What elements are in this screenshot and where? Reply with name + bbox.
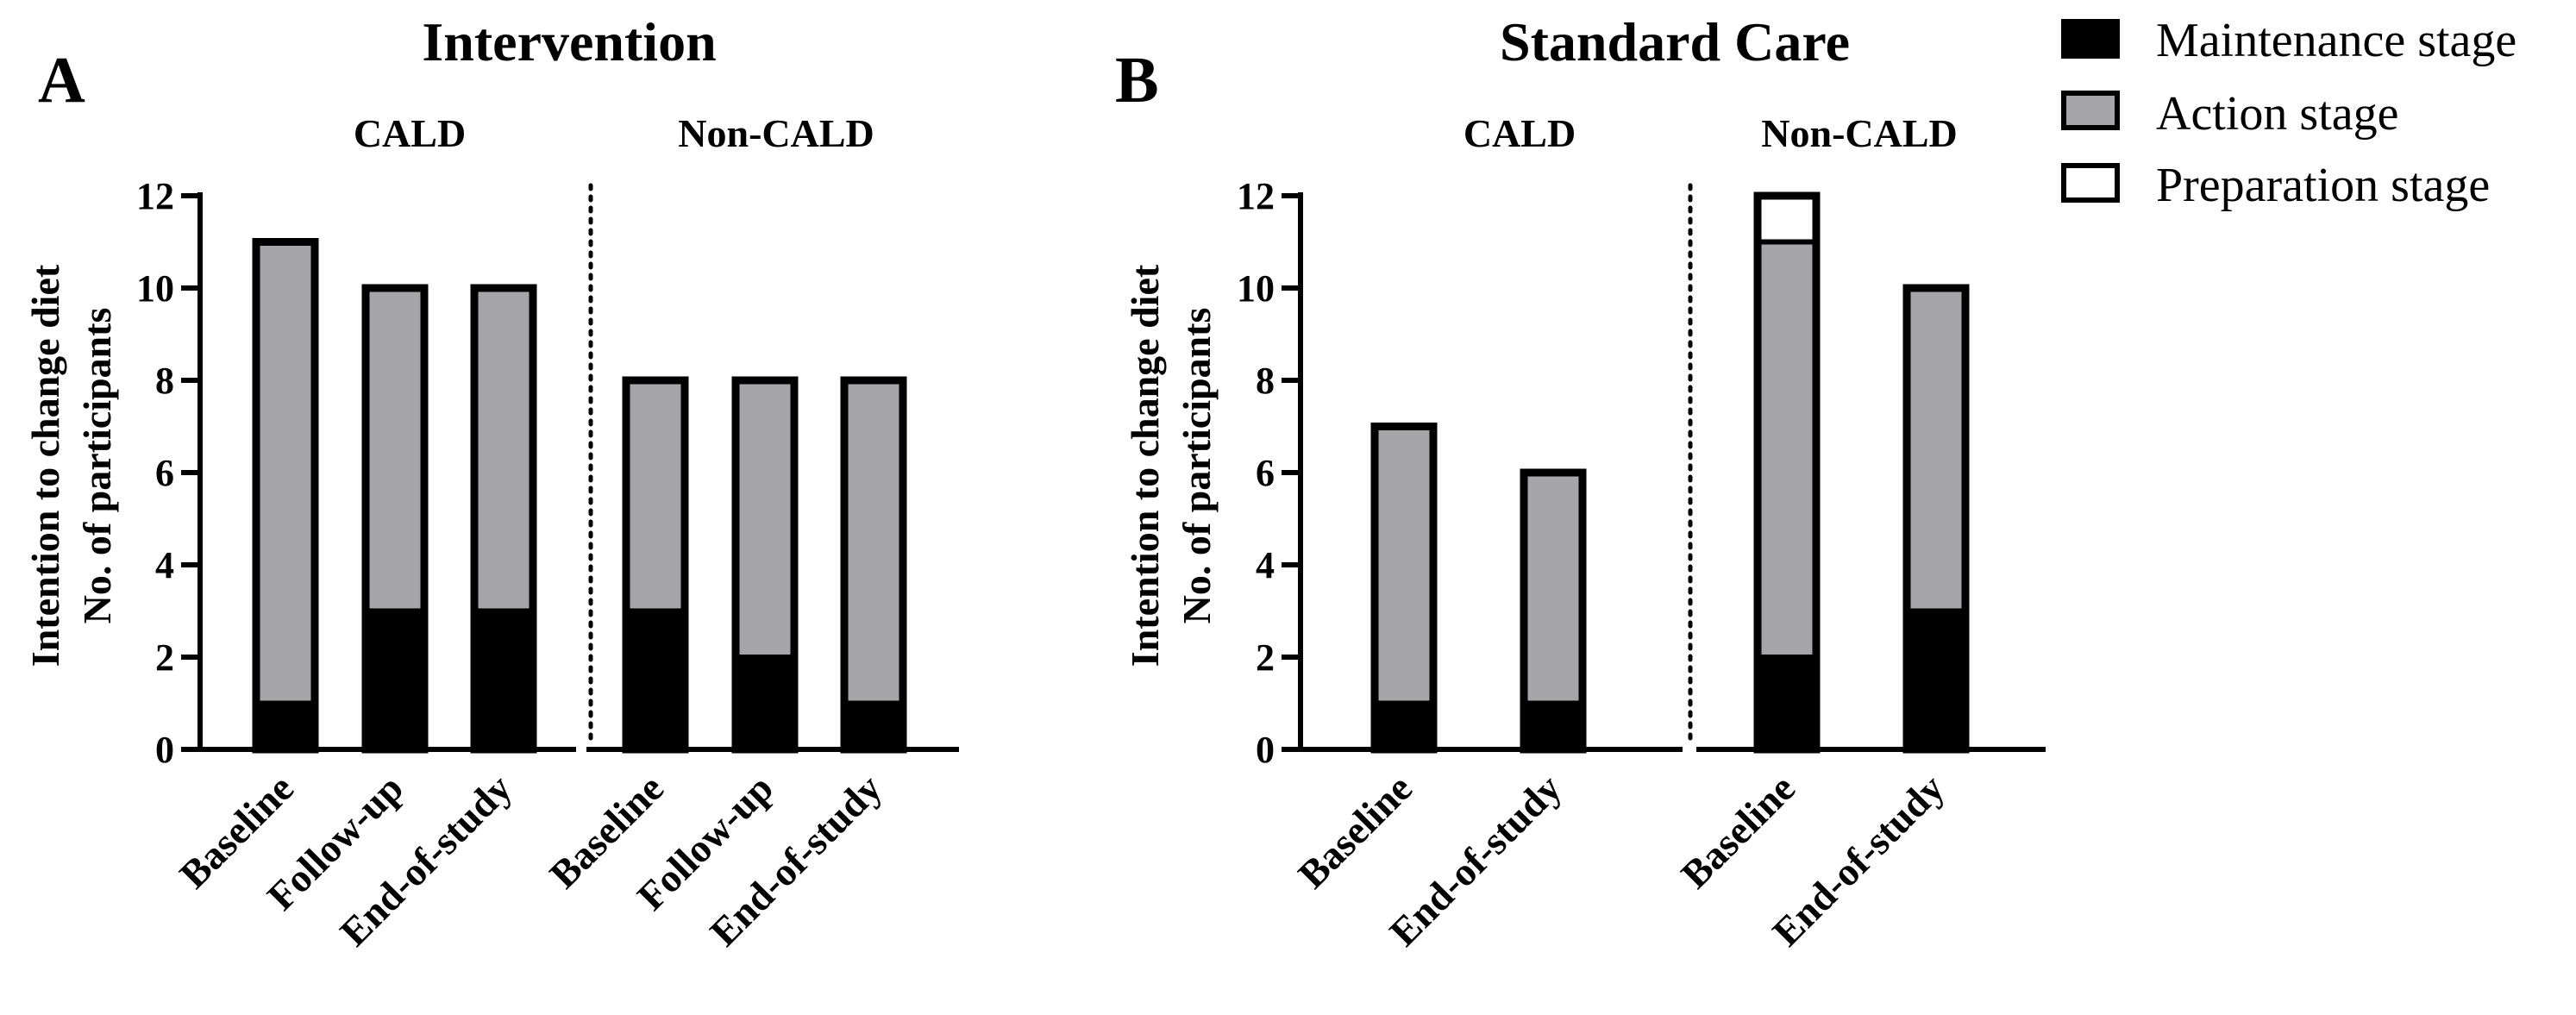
legend-label-maintenance: Maintenance stage <box>2156 14 2516 67</box>
panel-a-ylabel-line1: Intention to change diet <box>23 264 67 667</box>
panel-b-bar-2-preparation <box>1758 196 1816 242</box>
panel-b-xtick-label-2: Baseline <box>1672 766 1803 897</box>
panel-a-bar-5-maintenance <box>844 703 903 749</box>
panel-b-bar-2-action <box>1758 241 1816 657</box>
panel-b-bar-2-maintenance <box>1758 657 1816 749</box>
panel-b-bar-1-outline <box>1520 468 1587 754</box>
panel-a-bar-0-outline <box>252 238 319 754</box>
panel-b-ytick-label-4: 8 <box>1256 360 1275 402</box>
panel-b-xtick-label-0: Baseline <box>1289 766 1420 897</box>
panel-b-letter: B <box>1115 44 1159 116</box>
panel-a-bar-0-action <box>256 241 315 704</box>
panel-b-bar-3-action <box>1907 288 1965 611</box>
panel-b-ytick-label-0: 0 <box>1256 729 1275 771</box>
legend-swatch-action <box>2061 91 2120 130</box>
panel-b-bar-0-maintenance <box>1375 703 1433 749</box>
panel-a-bar-2-outline <box>470 284 537 754</box>
panel-a-title: Intervention <box>422 11 716 72</box>
panel-b-bar-2-outline <box>1753 191 1821 754</box>
panel-a-group-non-cald: Non-CALD <box>678 111 874 155</box>
panel-a-bar-3-outline <box>622 376 689 754</box>
panel-a-bar-4-outline <box>731 376 799 754</box>
legend-swatch-maintenance <box>2061 19 2120 59</box>
panel-b-ytick-label-6: 12 <box>1237 175 1275 217</box>
panel-b-bar-3-maintenance <box>1907 611 1965 749</box>
panel-a-bar-5-outline <box>840 376 907 754</box>
panel-b-ytick-label-5: 10 <box>1237 267 1275 310</box>
panel-a-ytick-label-1: 2 <box>155 636 174 679</box>
panel-a-ylabel-line2: No. of participants <box>75 308 119 624</box>
panel-a-ytick-label-4: 8 <box>155 360 174 402</box>
panel-a-bar-4-maintenance <box>736 657 794 749</box>
panel-b-bar-1-maintenance <box>1524 703 1583 749</box>
panel-b-ytick-label-2: 4 <box>1256 544 1275 586</box>
panel-a-bar-5-action <box>844 380 903 704</box>
panel-a-ytick-label-3: 6 <box>155 452 174 494</box>
panel-b-title: Standard Care <box>1500 11 1850 72</box>
panel-b-ytick-label-3: 6 <box>1256 452 1275 494</box>
legend: Maintenance stage Action stage Preparati… <box>2061 14 2516 212</box>
panel-a-bar-0-maintenance <box>256 703 315 749</box>
legend-swatch-preparation <box>2061 163 2120 203</box>
panel-b-bar-1-action <box>1524 473 1583 704</box>
panel-a-ytick-label-5: 10 <box>136 267 174 310</box>
panel-b-bar-3-outline <box>1902 284 1970 754</box>
panel-a-bar-3-action <box>626 380 685 611</box>
panel-a-bar-1-action <box>366 288 424 611</box>
panel-a-letter: A <box>38 44 85 116</box>
panel-b-group-cald: CALD <box>1463 111 1576 155</box>
panel-a-bar-2-maintenance <box>474 611 533 749</box>
panel-b-ytick-label-1: 2 <box>1256 636 1275 679</box>
legend-label-preparation: Preparation stage <box>2156 159 2490 212</box>
legend-label-action: Action stage <box>2156 87 2398 141</box>
panel-a-bar-3-maintenance <box>626 611 685 749</box>
panel-b-bar-0-outline <box>1370 423 1438 754</box>
panel-b-ylabel-line2: No. of participants <box>1175 308 1219 624</box>
panel-a-ytick-label-0: 0 <box>155 729 174 771</box>
panel-b-ylabel-line1: Intention to change diet <box>1123 264 1167 667</box>
panel-a-ytick-label-6: 12 <box>136 175 174 217</box>
panel-a-bar-4-action <box>736 380 794 657</box>
panel-a-group-cald: CALD <box>354 111 466 155</box>
panel-b-bar-0-action <box>1375 426 1433 704</box>
panel-a-bar-1-maintenance <box>366 611 424 749</box>
panel-b-group-non-cald: Non-CALD <box>1761 111 1957 155</box>
panel-a-ytick-label-2: 4 <box>155 544 174 586</box>
panel-a-bar-1-outline <box>361 284 429 754</box>
panel-a-bar-2-action <box>474 288 533 611</box>
